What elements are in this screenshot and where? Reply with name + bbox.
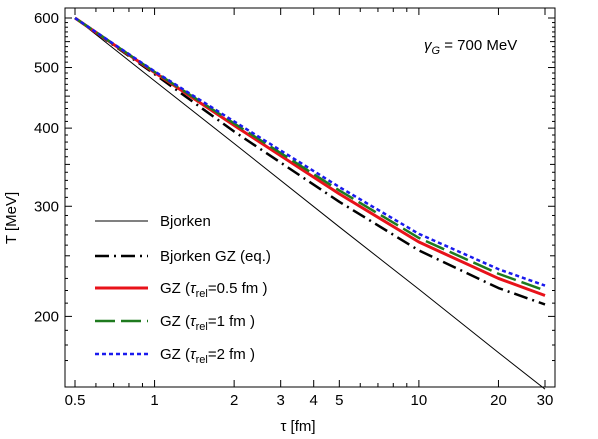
legend: Bjorken Bjorken GZ (eq.) GZ (τrel=0.5 fm… [95,213,271,366]
annotation: γG = 700 MeV [424,37,517,57]
legend-label-gz-05: GZ (τrel=0.5 fm ) [160,280,267,300]
legend-label-gz-1: GZ (τrel=1 fm ) [160,313,255,333]
annotation-symbol: γ [424,37,433,54]
x-tick-label: 10 [411,392,428,409]
legend-label-gz-2: GZ (τrel=2 fm ) [160,346,255,366]
plot-frame [64,7,556,388]
x-tick-label: 5 [335,392,343,409]
y-tick-label: 300 [34,198,59,215]
x-tick-label: 4 [310,392,318,409]
y-axis-title: T [MeV] [3,192,20,244]
legend-label-bjorken: Bjorken [160,213,211,230]
series-line-3 [74,16,546,292]
y-tick-label: 500 [34,60,59,77]
y-tick-label: 400 [34,120,59,137]
x-tick-label: 30 [537,392,554,409]
x-tick-label: 1 [150,392,158,409]
annotation-text: = 700 MeV [440,37,517,54]
y-tick-label: 600 [34,10,59,27]
series-line-0 [74,17,546,390]
series-line-4 [74,16,546,287]
x-tick-label: 3 [277,392,285,409]
x-tick-label: 20 [490,392,507,409]
x-tick-label: 2 [230,392,238,409]
x-tick-label: 0.5 [65,392,86,409]
y-tick-label: 200 [34,308,59,325]
legend-label-bjorken-gz: Bjorken GZ (eq.) [160,248,271,265]
x-axis-title: τ [fm] [280,418,315,435]
annotation-subscript: G [432,45,441,57]
